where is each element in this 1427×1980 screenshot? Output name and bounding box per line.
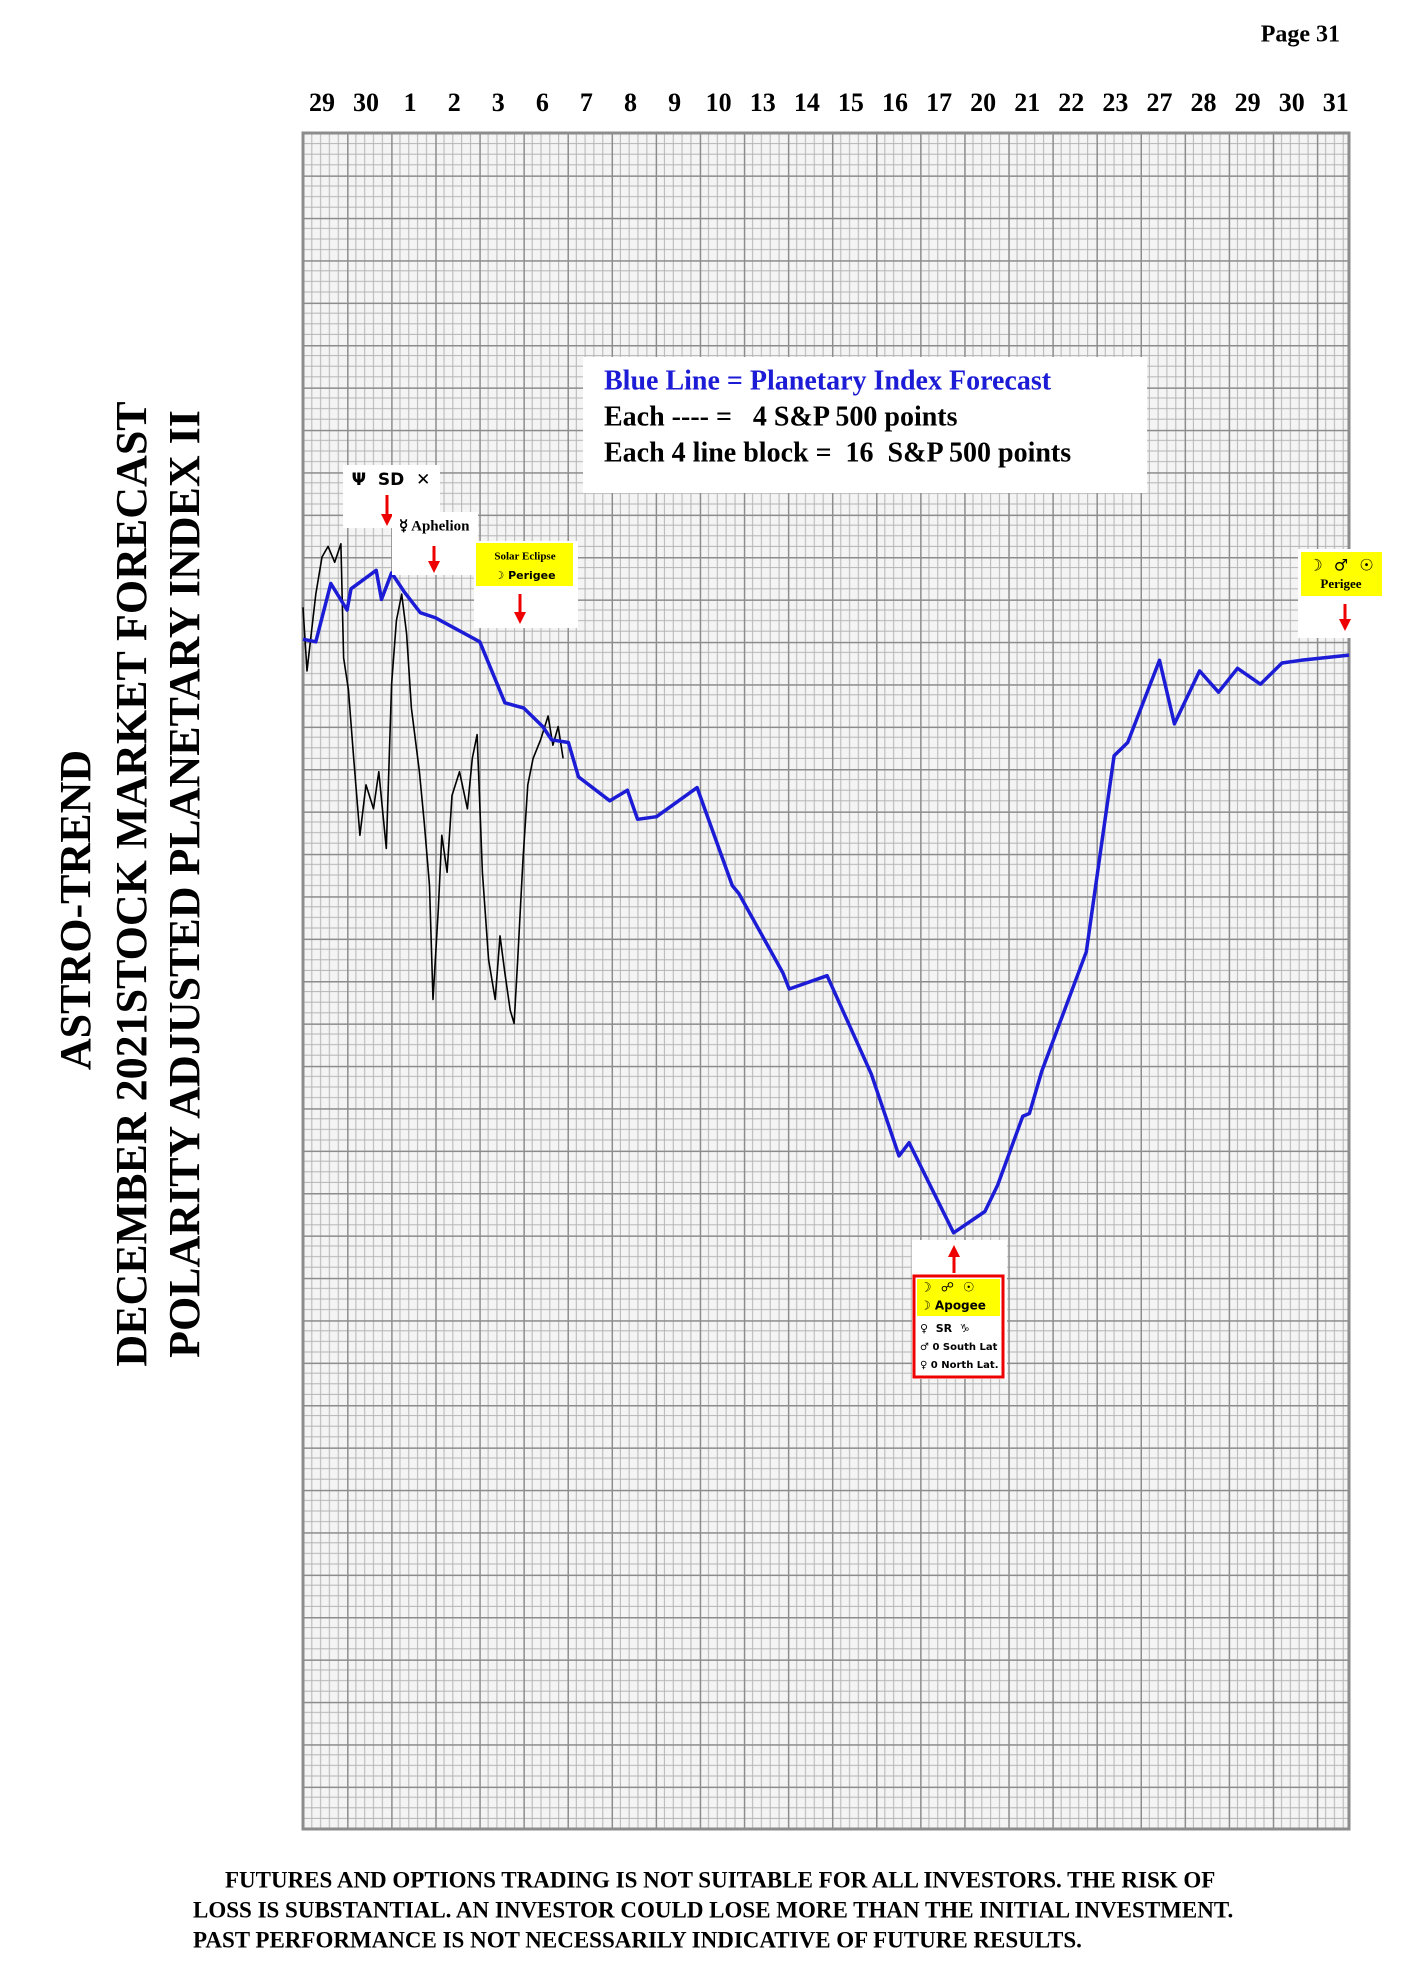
arrow-head	[514, 612, 526, 624]
annotation-text: ♂ 0 South Lat	[920, 1342, 998, 1353]
annotation-highlight	[476, 543, 573, 586]
legend-text: Each 4 line block = 16 S&P 500 points	[604, 437, 1071, 468]
annotation-text: ☽ ☍ ☉	[920, 1281, 975, 1296]
x-tick-label: 7	[580, 88, 593, 117]
x-tick-label: 23	[1102, 88, 1128, 117]
annotations: Ψ SD ✕ ☿ Aphelion Solar Eclipse ☽ Perige…	[343, 465, 1387, 1379]
title-line: ASTRO-TREND	[51, 750, 100, 1070]
x-tick-label: 28	[1191, 88, 1217, 117]
x-tick-label: 3	[492, 88, 505, 117]
x-tick-label: 21	[1014, 88, 1040, 117]
x-tick-label: 30	[353, 88, 379, 117]
disclaimer-line: LOSS IS SUBSTANTIAL. AN INVESTOR COULD L…	[193, 1897, 1233, 1922]
annotation-text: ♀ 0 North Lat.	[920, 1360, 999, 1371]
x-tick-label: 22	[1058, 88, 1084, 117]
legend: Blue Line = Planetary Index Forecast Eac…	[583, 357, 1147, 493]
arrow-head	[948, 1245, 960, 1257]
disclaimer-line: FUTURES AND OPTIONS TRADING IS NOT SUITA…	[225, 1867, 1215, 1892]
x-tick-label: 9	[668, 88, 681, 117]
arrow-head	[428, 561, 440, 573]
x-tick-label: 29	[1235, 88, 1261, 117]
x-tick-label: 13	[750, 88, 776, 117]
legend-text: Blue Line = Planetary Index Forecast	[604, 365, 1052, 396]
annotation-text: Solar Eclipse	[494, 551, 555, 563]
x-tick-label: 27	[1146, 88, 1172, 117]
annotation-text: ☽ ♂ ☉	[1308, 556, 1373, 575]
legend-text: Each ---- = 4 S&P 500 points	[604, 401, 958, 432]
x-tick-label: 30	[1279, 88, 1305, 117]
x-tick-label: 15	[838, 88, 864, 117]
series-line	[302, 543, 564, 1025]
annotation-text: ☽ Apogee	[920, 1299, 986, 1313]
x-tick-label: 17	[926, 88, 952, 117]
x-tick-label: 6	[536, 88, 549, 117]
disclaimer-line: PAST PERFORMANCE IS NOT NECESSARILY INDI…	[193, 1927, 1082, 1952]
page-number: Page 31	[1261, 22, 1340, 48]
annotation-text: Perigee	[1320, 576, 1361, 591]
x-tick-label: 8	[624, 88, 637, 117]
title-line: DECEMBER 2021STOCK MARKET FORECAST	[107, 401, 156, 1366]
x-tick-label: 14	[794, 88, 820, 117]
annotation-text: ☽ Perigee	[494, 569, 555, 582]
annotation-highlight	[1301, 552, 1382, 596]
legend-background	[583, 357, 1147, 493]
x-tick-label: 31	[1323, 88, 1349, 117]
annotation-highlight	[917, 1279, 1000, 1316]
x-tick-label: 20	[970, 88, 996, 117]
annotation-text: ☿ Aphelion	[399, 518, 470, 534]
x-tick-label: 2	[448, 88, 461, 117]
x-tick-label: 10	[706, 88, 732, 117]
arrow-head	[1339, 619, 1351, 631]
series-line	[302, 568, 1350, 1235]
annotation-text: Ψ SD ✕	[352, 470, 431, 490]
x-tick-label: 16	[882, 88, 908, 117]
x-tick-label: 1	[404, 88, 417, 117]
annotation-text: ♀ SR ♑	[920, 1322, 970, 1335]
title-line: POLARITY ADJUSTED PLANETARY INDEX II	[160, 410, 209, 1358]
x-tick-label: 29	[309, 88, 335, 117]
arrow-head	[381, 514, 393, 526]
